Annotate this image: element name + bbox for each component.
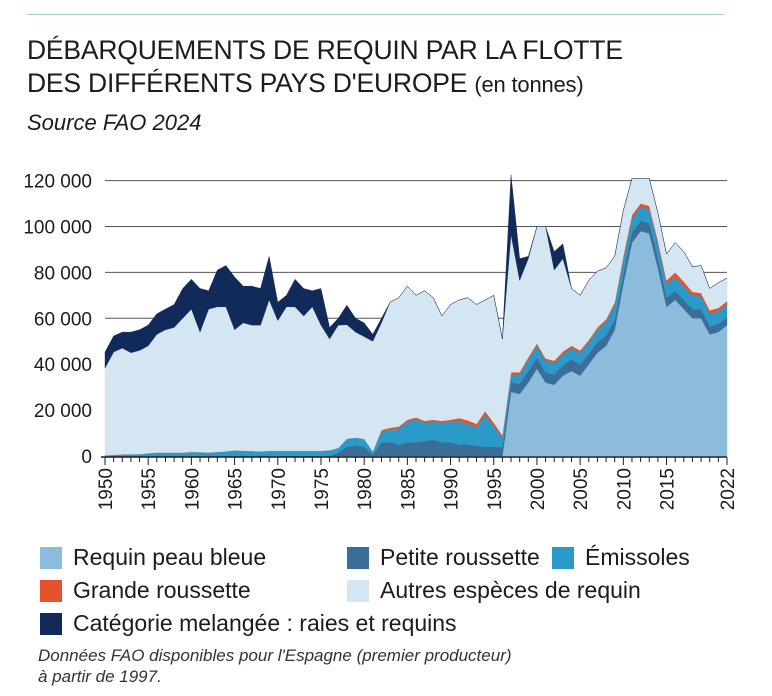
x-tick-label: 2010 xyxy=(614,468,635,510)
legend-swatch xyxy=(347,579,369,602)
footnote-line-1: Données FAO disponibles pour l'Espagne (… xyxy=(38,646,512,665)
y-tick-label: 80 000 xyxy=(34,263,92,284)
legend-label: Grande roussette xyxy=(73,577,251,603)
y-tick-label: 60 000 xyxy=(34,309,92,330)
series-areas xyxy=(104,174,728,457)
footnote-line-2: à partir de 1997. xyxy=(38,667,162,686)
y-tick-label: 40 000 xyxy=(34,355,92,376)
legend-label: Émissoles xyxy=(585,544,690,570)
legend-item: Catégorie melangée : raies et requins xyxy=(40,610,457,637)
legend-label: Autres espèces de requin xyxy=(380,577,641,603)
legend-swatch xyxy=(552,546,574,569)
title-line-2-text: DES DIFFÉRENTS PAYS D'EUROPE xyxy=(27,68,468,98)
x-tick-label: 1975 xyxy=(312,468,333,510)
legend-item: Petite roussette xyxy=(347,544,540,571)
legend-item: Requin peau bleue xyxy=(40,544,266,571)
legend-label: Catégorie melangée : raies et requins xyxy=(73,610,457,636)
area-series-categorie-melangee-raies-et-requins xyxy=(104,174,728,369)
y-tick-label: 120 000 xyxy=(23,172,92,193)
title-line-2: DES DIFFÉRENTS PAYS D'EUROPE (en tonnes) xyxy=(27,67,623,101)
legend-label: Requin peau bleue xyxy=(73,544,267,570)
legend-swatch xyxy=(40,612,62,635)
footnote: Données FAO disponibles pour l'Espagne (… xyxy=(38,645,512,687)
x-tick-label: 1980 xyxy=(355,468,376,510)
x-tick-label: 1965 xyxy=(226,468,247,510)
title-line-1: DÉBARQUEMENTS DE REQUIN PAR LA FLOTTE xyxy=(27,35,623,65)
x-tick-label: 2022 xyxy=(718,468,739,510)
y-tick-label: 20 000 xyxy=(34,401,92,422)
title-unit: (en tonnes) xyxy=(474,72,584,97)
chart-source: Source FAO 2024 xyxy=(27,110,202,135)
axes: 0 20 000 40 000 60 000 80 000 100 000 120 000 1… xyxy=(23,172,739,511)
x-tick-label: 1995 xyxy=(485,468,506,510)
legend-swatch xyxy=(347,546,369,569)
y-tick-label: 100 000 xyxy=(23,217,92,238)
legend-item: Autres espèces de requin xyxy=(347,577,641,604)
x-tick-label: 2005 xyxy=(571,468,592,510)
y-tick-label: 0 xyxy=(81,447,92,468)
legend-label: Petite roussette xyxy=(380,544,540,570)
legend-swatch xyxy=(40,579,62,602)
top-rule xyxy=(27,14,724,15)
x-tick-label: 1990 xyxy=(442,468,463,510)
x-tick-label: 1970 xyxy=(269,468,290,510)
legend-item: Émissoles xyxy=(552,544,690,571)
x-tick-label: 2015 xyxy=(658,468,679,510)
x-tick-label: 1985 xyxy=(398,468,419,510)
legend-swatch xyxy=(40,546,62,569)
x-tick-label: 1955 xyxy=(139,468,160,510)
chart-title: DÉBARQUEMENTS DE REQUIN PAR LA FLOTTE DE… xyxy=(27,34,623,101)
legend-item: Grande roussette xyxy=(40,577,251,604)
x-tick-label: 1950 xyxy=(96,468,117,510)
x-tick-label: 2000 xyxy=(528,468,549,510)
stacked-area-chart: 0 20 000 40 000 60 000 80 000 100 000 120 000 1… xyxy=(23,172,739,511)
x-tick-label: 1960 xyxy=(182,468,203,510)
